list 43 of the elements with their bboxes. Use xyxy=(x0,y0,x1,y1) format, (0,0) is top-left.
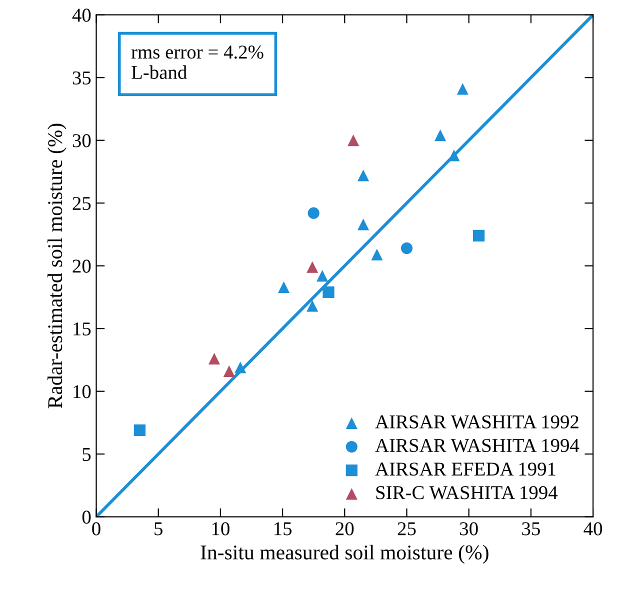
point xyxy=(134,424,146,436)
x-tick-label: 20 xyxy=(336,522,354,536)
x-axis-title: In-situ measured soil moisture (%) xyxy=(200,544,488,564)
legend-label: AIRSAR EFEDA 1991 xyxy=(375,462,556,476)
point xyxy=(308,207,320,219)
point xyxy=(316,270,328,282)
x-tick-label: 0 xyxy=(92,522,100,536)
point xyxy=(348,134,360,146)
legend-label: AIRSAR WASHITA 1994 xyxy=(375,438,580,452)
x-tick-label: 15 xyxy=(274,522,292,536)
point xyxy=(306,300,318,312)
point xyxy=(472,230,485,242)
point xyxy=(400,242,413,254)
annotation: rms error = 4.2% L-band xyxy=(131,46,264,79)
legend-label: SIR-C WASHITA 1994 xyxy=(376,486,558,500)
y-tick-label: 35 xyxy=(72,71,91,85)
point xyxy=(208,352,220,364)
x-tick-label: 25 xyxy=(398,522,416,536)
legend-label: AIRSAR WASHITA 1992 xyxy=(375,415,578,429)
y-tick-label: 10 xyxy=(74,385,91,398)
y-tick-label: 30 xyxy=(72,134,91,148)
x-tick-label: 30 xyxy=(460,522,478,536)
point xyxy=(434,130,446,142)
point xyxy=(357,218,370,230)
point xyxy=(357,170,370,182)
point xyxy=(306,261,318,273)
y-tick-label: 40 xyxy=(72,8,91,22)
point xyxy=(456,83,468,95)
y-tick-label: 20 xyxy=(72,260,91,273)
point xyxy=(278,281,290,293)
point xyxy=(322,286,334,298)
y-axis-title: Radar-estimated soil moisture (%) xyxy=(48,124,66,408)
y-tick-label: 25 xyxy=(72,196,91,210)
y-tick-label: 5 xyxy=(82,448,91,461)
point xyxy=(234,362,246,374)
point xyxy=(223,365,235,378)
x-tick-label: 10 xyxy=(212,522,230,536)
y-tick-label: 0 xyxy=(82,510,91,524)
x-tick-label: 40 xyxy=(584,522,602,536)
y-tick-label: 15 xyxy=(74,322,91,336)
x-tick-label: 35 xyxy=(522,522,540,536)
x-tick-label: 5 xyxy=(154,522,162,536)
point xyxy=(371,248,383,260)
